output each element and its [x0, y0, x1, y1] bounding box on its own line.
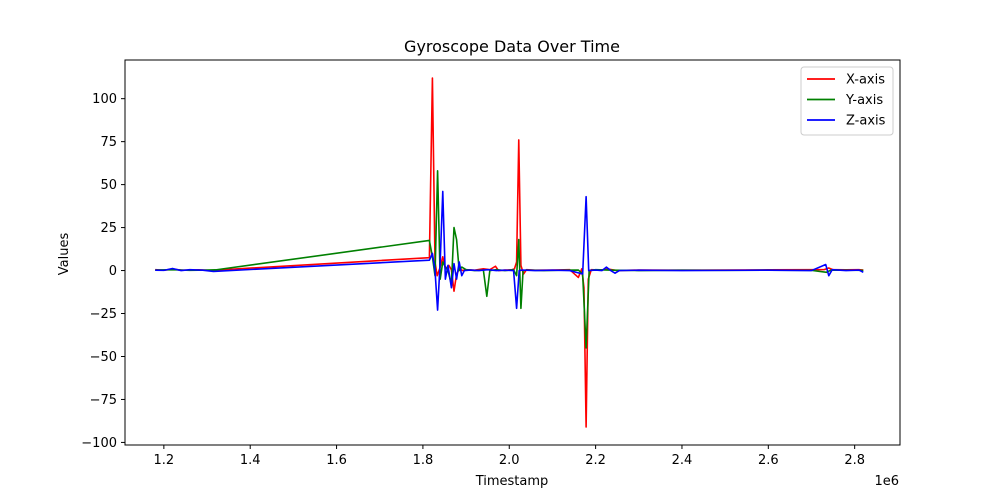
x-axis-label: Timestamp: [475, 474, 549, 489]
y-tick-label: 25: [100, 221, 117, 236]
chart-title: Gyroscope Data Over Time: [404, 37, 620, 56]
y-tick-label: −75: [90, 393, 117, 408]
legend: X-axis Y-axis Z-axis: [800, 66, 894, 136]
x-tick-label: 1.6: [326, 453, 347, 468]
y-tick-label: 75: [100, 135, 117, 150]
series-line-x-axis: [155, 77, 864, 428]
x-tick-label: 2.4: [672, 453, 693, 468]
x-tick-label: 1.2: [154, 453, 175, 468]
y-tick-label: 50: [100, 178, 117, 193]
y-tick-label: 0: [109, 264, 117, 279]
y-axis: −100 −75 −50 −25 0 25 50 75 100: [81, 92, 125, 451]
y-tick-label: −100: [81, 436, 117, 451]
x-tick-label: 2.6: [758, 453, 779, 468]
legend-label: X-axis: [846, 73, 885, 88]
y-axis-label: Values: [57, 233, 72, 276]
series-line-z-axis: [155, 190, 864, 311]
y-tick-label: 100: [92, 92, 117, 107]
x-tick-label: 1.8: [413, 453, 434, 468]
series-line-y-axis: [155, 170, 864, 349]
x-tick-label: 1.4: [240, 453, 261, 468]
series-layer: [155, 77, 864, 428]
legend-box: [800, 66, 894, 136]
legend-label: Y-axis: [845, 93, 883, 108]
x-axis: 1.2 1.4 1.6 1.8 2.0 2.2 2.4 2.6 2.8: [154, 445, 865, 468]
y-tick-label: −50: [90, 350, 117, 365]
x-offset-label: 1e6: [874, 474, 899, 489]
y-tick-label: −25: [90, 307, 117, 322]
x-tick-label: 2.0: [499, 453, 520, 468]
x-tick-label: 2.8: [844, 453, 865, 468]
x-tick-label: 2.2: [585, 453, 606, 468]
plot-frame: [124, 59, 901, 446]
legend-label: Z-axis: [846, 114, 886, 129]
